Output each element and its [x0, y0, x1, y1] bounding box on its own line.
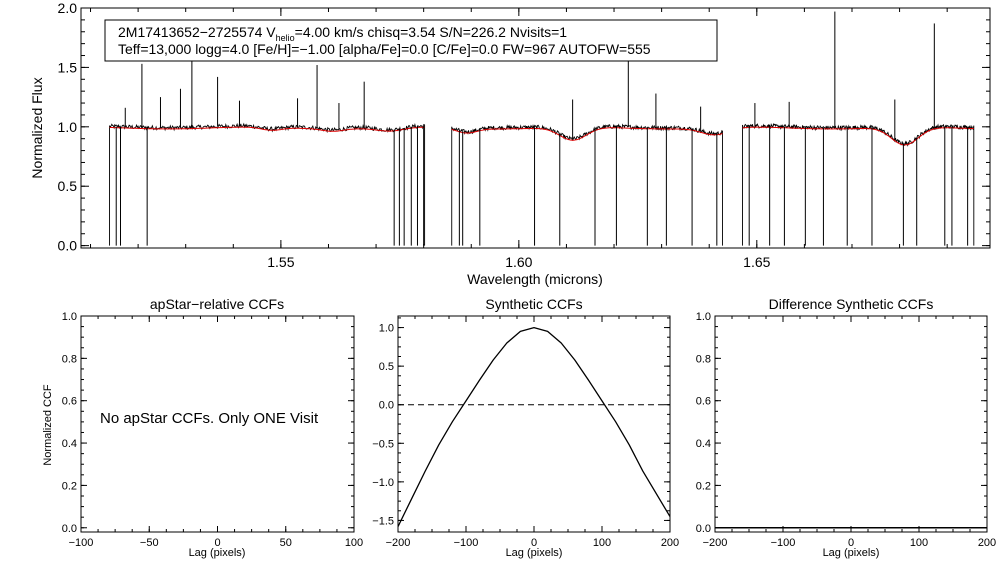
x-tick-label: 0 — [848, 537, 854, 549]
plot-frame — [714, 315, 988, 533]
x-tick-label: 100 — [345, 537, 363, 549]
y-tick-label: 1.0 — [58, 119, 78, 135]
no-ccf-message: No apStar CCFs. Only ONE Visit — [100, 410, 319, 427]
info-line-1-b: =4.00 km/s chisq=3.54 S/N=226.2 Nvisits=… — [295, 24, 568, 40]
x-tick-label: −100 — [454, 537, 479, 549]
x-tick-label: 200 — [978, 537, 996, 549]
spectrum-model-line — [109, 126, 425, 132]
y-tick-label: −1.0 — [372, 477, 394, 489]
synthetic-ccf-curve — [397, 326, 671, 527]
y-tick-label: 0.4 — [696, 438, 711, 450]
y-tick-label: 0.6 — [696, 396, 711, 408]
info-line-1-a: 2M17413652−2725574 V — [118, 24, 276, 40]
info-line-1: 2M17413652−2725574 Vhelio=4.00 km/s chis… — [118, 24, 567, 43]
y-tick-label: 0.2 — [62, 480, 77, 492]
y-tick-label: 0.6 — [62, 396, 77, 408]
y-tick-label: 0.8 — [696, 353, 711, 365]
x-tick-label: −50 — [140, 537, 159, 549]
y-tick-label: 1.5 — [58, 59, 78, 75]
info-box-frame — [104, 19, 718, 62]
x-tick-label: 100 — [910, 537, 928, 549]
y-tick-label: 0.8 — [62, 353, 77, 365]
spectrum-model-line — [742, 126, 974, 146]
x-tick-label: 50 — [280, 537, 292, 549]
spectrum-info-box: 2M17413652−2725574 Vhelio=4.00 km/s chis… — [104, 19, 718, 62]
spectrum-observed-line — [451, 123, 723, 246]
y-tick-label: 0.0 — [58, 238, 78, 254]
apstar-ccf-xlabel: Lag (pixels) — [189, 547, 246, 559]
synthetic-ccf-panel: −200 −100 0 100 200 −1.5 −1.0 −0.5 0.0 0.5 1.0 — [372, 315, 679, 549]
plot-frame — [397, 315, 671, 533]
info-line-2: Teff=13,000 logg=4.0 [Fe/H]=−1.00 [alpha… — [118, 41, 651, 57]
y-tick-label: 1.0 — [696, 311, 711, 323]
spectrum-observed-line — [109, 122, 426, 246]
x-tick-label: 100 — [593, 537, 611, 549]
apstar-ccf-ylabel: Normalized CCF — [42, 384, 54, 466]
info-line-1-sub: helio — [276, 33, 295, 43]
x-tick-label: 0 — [531, 537, 537, 549]
y-tick-label: 0.0 — [379, 400, 394, 412]
difference-ccf-xlabel: Lag (pixels) — [823, 547, 880, 559]
x-tick-label: −100 — [771, 537, 796, 549]
x-tick-label: −200 — [386, 537, 411, 549]
spectrum-ylabel: Normalized Flux — [29, 77, 45, 178]
spectrum-panel: 1.55 1.60 1.65 0.0 0.5 1.0 1.5 2.0 — [58, 0, 991, 270]
x-tick-label: −200 — [703, 537, 728, 549]
x-tick-label: 200 — [661, 537, 679, 549]
synthetic-ccf-title: Synthetic CCFs — [485, 296, 582, 312]
x-tick-label: 0 — [214, 537, 220, 549]
plot-frame — [80, 7, 991, 249]
y-tick-label: 0.5 — [58, 178, 78, 194]
y-tick-label: 0.2 — [696, 480, 711, 492]
y-tick-label: 0.0 — [62, 523, 77, 535]
x-tick-label: −100 — [69, 537, 94, 549]
y-tick-label: 0.4 — [62, 438, 77, 450]
y-tick-label: −1.5 — [372, 515, 394, 527]
x-tick-label: 1.65 — [743, 254, 770, 270]
spectrum-observed-line — [742, 122, 975, 246]
y-tick-label: 0.5 — [379, 361, 394, 373]
spectrum-xlabel: Wavelength (microns) — [467, 271, 603, 287]
spectrum-model-line — [451, 127, 723, 141]
difference-ccf-panel: −200 −100 0 100 200 0.0 0.2 0.4 0.6 0.8 1.0 — [696, 311, 996, 549]
x-tick-label: 1.55 — [267, 254, 294, 270]
apstar-ccf-title: apStar−relative CCFs — [150, 296, 284, 312]
synthetic-ccf-xlabel: Lag (pixels) — [506, 547, 563, 559]
y-tick-label: 1.0 — [379, 323, 394, 335]
y-tick-label: 1.0 — [62, 311, 77, 323]
difference-ccf-title: Difference Synthetic CCFs — [769, 296, 934, 312]
x-tick-label: 1.60 — [505, 254, 532, 270]
y-tick-label: 2.0 — [58, 0, 78, 16]
y-tick-label: −0.5 — [372, 438, 394, 450]
apstar-ccf-panel: −100 −50 0 50 100 0.0 0.2 0.4 0.6 0.8 1.0 — [62, 311, 363, 549]
y-tick-label: 0.0 — [696, 523, 711, 535]
